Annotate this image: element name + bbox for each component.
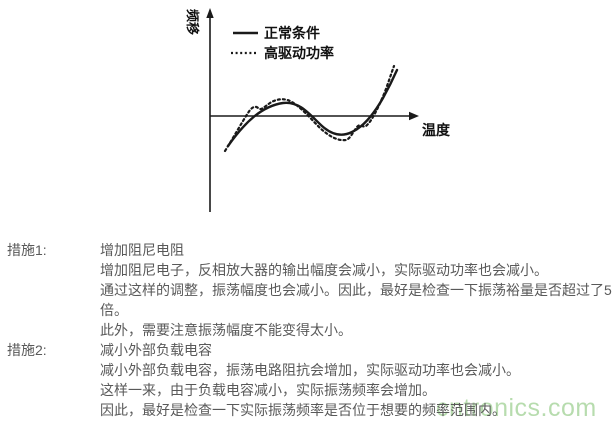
- measure-2-title: 减小外部负载电容: [100, 342, 212, 358]
- chart-canvas: 频移 温度 正常条件 高驱动功率: [185, 8, 451, 212]
- spacer-label: [7, 260, 100, 280]
- measure-1-title: 增加阻尼电阻: [100, 242, 184, 258]
- measure-1-line-1: 增加阻尼电子，反相放大器的输出幅度会减小，实际驱动功率也会减小。: [100, 262, 548, 278]
- spacer-label: [7, 360, 100, 380]
- frequency-shift-vs-temperature-chart: 频移 温度 正常条件 高驱动功率: [180, 5, 460, 220]
- spacer-label: [7, 400, 100, 420]
- legend: 正常条件 高驱动功率: [231, 25, 334, 61]
- watermark-cntronics: cntronics.com: [436, 394, 597, 422]
- y-axis-arrow-icon: [206, 8, 214, 18]
- measure-2-line-2: 这样一来，由于负载电容减小，实际振荡频率会增加。: [100, 382, 436, 398]
- spacer-label: [7, 300, 100, 320]
- measures-text-block: 措施1: 增加阻尼电阻 增加阻尼电子，反相放大器的输出幅度会减小，实际驱动功率也…: [0, 240, 616, 420]
- x-axis-label: 温度: [422, 122, 451, 138]
- spacer-label: [7, 280, 100, 300]
- x-axis-arrow-icon: [409, 111, 419, 121]
- measure-1-line-3: 倍。: [100, 302, 128, 318]
- spacer-label: [7, 380, 100, 400]
- curve-normal-conditions: [226, 68, 399, 148]
- measure-2-label: 措施2:: [7, 342, 47, 358]
- measure-2-line-1: 减小外部负载电容，振荡电路阻抗会增加，实际驱动功率也会减小。: [100, 362, 520, 378]
- measure-2-line-3: 因此，最好是检查一下实际振荡频率是否位于想要的频率范围内。: [100, 402, 506, 418]
- legend-label-normal: 正常条件: [264, 25, 320, 41]
- curve-high-drive-power: [223, 64, 396, 153]
- legend-label-high-drive: 高驱动功率: [264, 45, 334, 61]
- measure-1-label: 措施1:: [7, 242, 47, 258]
- measure-1-line-2: 通过这样的调整，振荡幅度也会减小。因此，最好是检查一下振荡裕量是否超过了5: [100, 282, 612, 298]
- measure-1-line-4: 此外，需要注意振荡幅度不能变得太小。: [100, 322, 352, 338]
- spacer-label: [7, 320, 100, 340]
- y-axis-label: 频移: [185, 9, 200, 35]
